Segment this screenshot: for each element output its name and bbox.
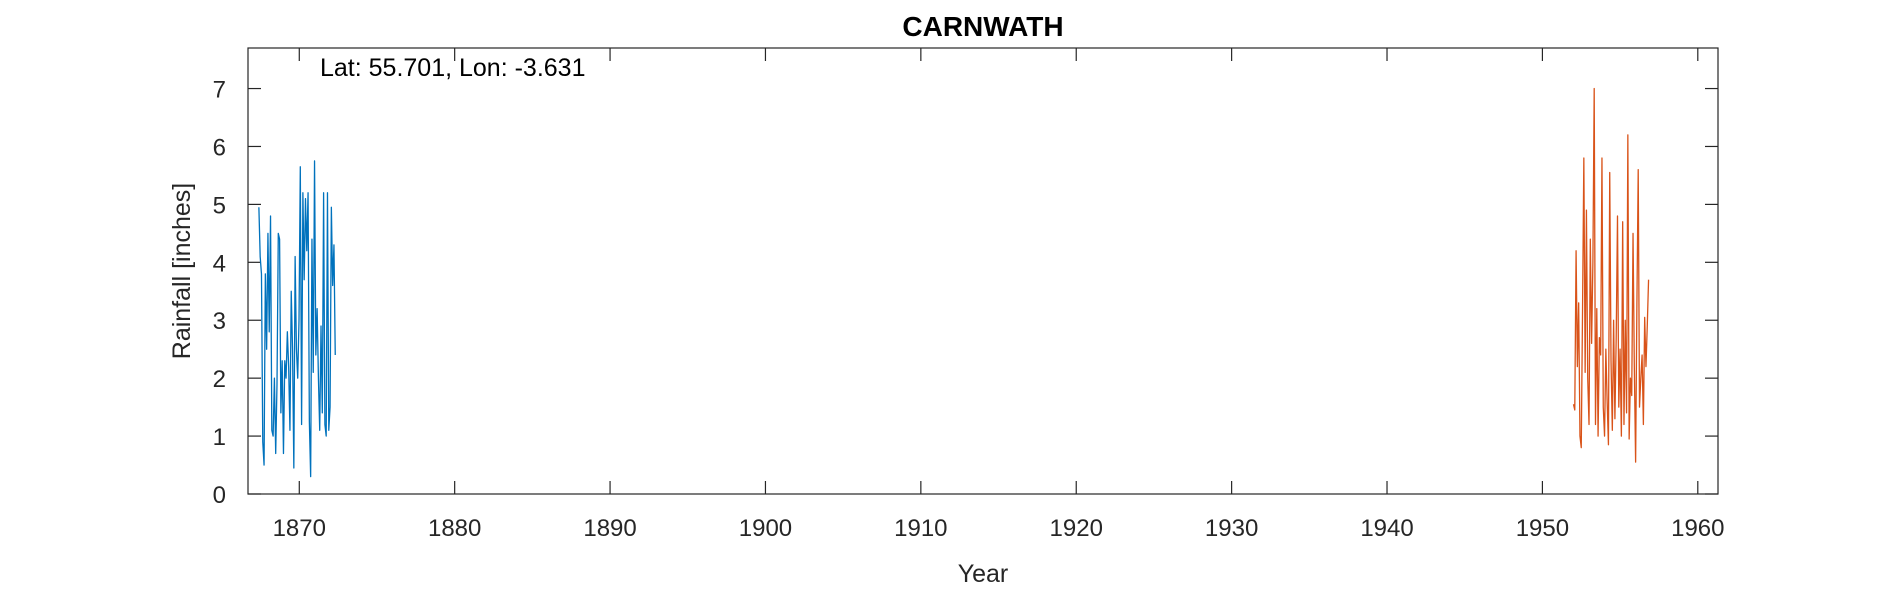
y-tick-label: 5 — [213, 192, 226, 219]
y-tick-label: 3 — [213, 308, 226, 335]
y-tick: 6 — [213, 134, 1718, 161]
y-tick: 0 — [213, 482, 1718, 509]
y-tick: 3 — [213, 308, 1718, 335]
x-tick: 1910 — [894, 48, 948, 542]
y-tick-label: 7 — [213, 77, 226, 104]
x-tick: 1890 — [583, 48, 637, 542]
series-line-2 — [1572, 87, 1650, 463]
x-axis-label: Year — [958, 560, 1009, 588]
series-line-1 — [258, 160, 336, 478]
y-tick-label: 4 — [213, 250, 226, 277]
x-tick: 1960 — [1671, 48, 1724, 542]
y-tick-label: 1 — [213, 424, 226, 451]
x-tick-label: 1920 — [1050, 515, 1103, 542]
location-annotation: Lat: 55.701, Lon: -3.631 — [320, 54, 586, 82]
x-tick: 1870 — [273, 48, 326, 542]
x-tick-label: 1880 — [428, 515, 481, 542]
y-tick-label: 0 — [213, 482, 226, 509]
x-ticks: 1870 1880 1890 1900 1910 1920 1930 1940 1950 1960 — [273, 48, 1724, 542]
y-tick-label: 2 — [213, 366, 226, 393]
plot-area — [247, 47, 1719, 495]
x-tick: 1900 — [739, 48, 792, 542]
x-tick: 1880 — [428, 48, 481, 542]
x-tick-label: 1960 — [1671, 515, 1724, 542]
x-tick-label: 1910 — [894, 515, 947, 542]
y-ticks: 0 1 2 3 4 5 6 7 — [213, 77, 1718, 509]
chart-title: CARNWATH — [902, 11, 1063, 42]
x-tick-label: 1890 — [583, 515, 636, 542]
x-tick-label: 1940 — [1360, 515, 1413, 542]
x-tick: 1930 — [1205, 48, 1258, 542]
x-tick-label: 1870 — [273, 515, 326, 542]
x-tick: 1940 — [1360, 48, 1414, 542]
y-tick: 5 — [213, 192, 1718, 219]
y-tick: 7 — [213, 77, 1718, 104]
x-tick-label: 1900 — [739, 515, 792, 542]
x-tick: 1920 — [1050, 48, 1103, 542]
x-tick-label: 1950 — [1516, 515, 1569, 542]
x-tick-label: 1930 — [1205, 515, 1258, 542]
y-tick: 2 — [213, 366, 1718, 393]
y-tick: 1 — [213, 424, 1718, 451]
series-lines — [258, 87, 1650, 478]
y-tick: 4 — [213, 250, 1718, 277]
y-axis-label: Rainfall [inches] — [168, 183, 196, 359]
y-tick-label: 6 — [213, 134, 226, 161]
x-tick: 1950 — [1516, 48, 1569, 542]
